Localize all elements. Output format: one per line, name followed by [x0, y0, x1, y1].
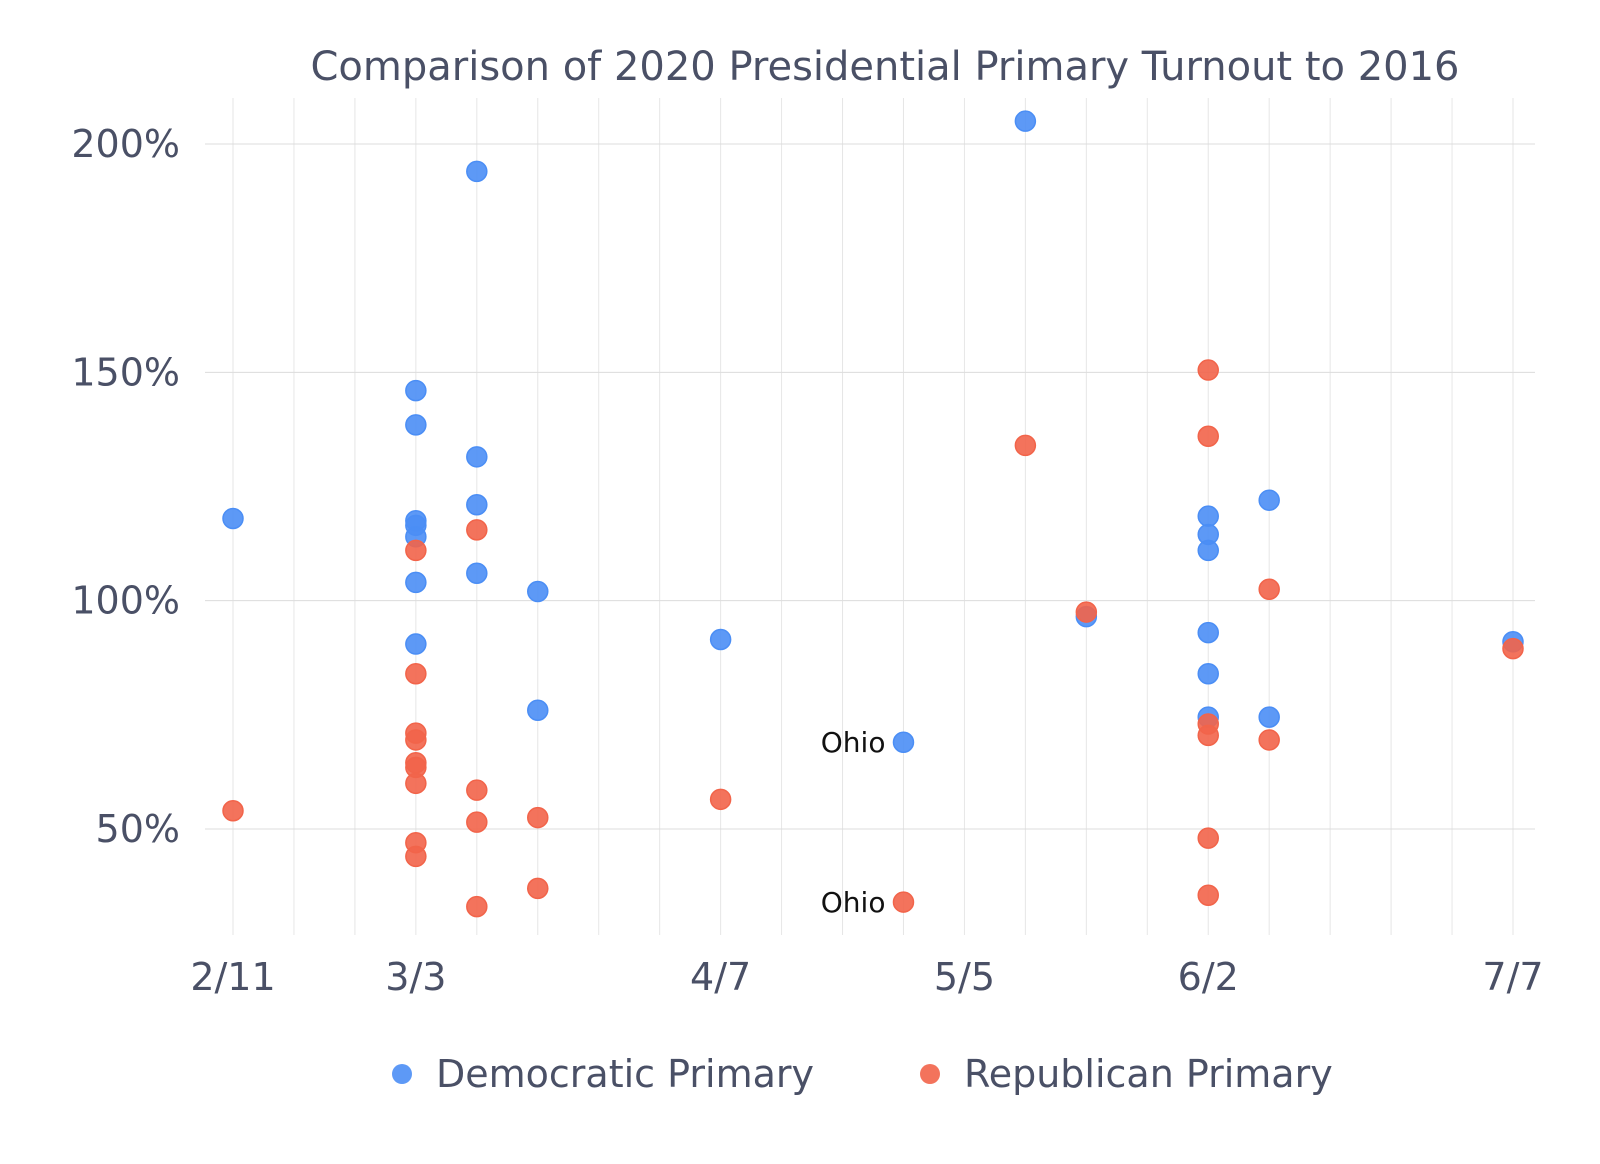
- x-axis-ticks: 2/11 3/3 4/7 5/5 6/2 7/7: [190, 955, 1543, 999]
- legend-label: Republican Primary: [964, 1052, 1333, 1096]
- data-point: [405, 845, 427, 868]
- data-point: [466, 160, 488, 183]
- data-point: [1075, 601, 1098, 623]
- data-point: [527, 699, 549, 722]
- data-point: [709, 788, 732, 811]
- data-point: [405, 539, 427, 562]
- y-tick-label: 150%: [71, 350, 180, 394]
- data-point: [1197, 827, 1219, 849]
- data-point: [1197, 425, 1219, 448]
- data-point: [1197, 724, 1219, 747]
- series-republican: [222, 359, 1524, 918]
- y-tick-label: 100%: [71, 579, 180, 623]
- data-point: [1258, 729, 1280, 751]
- data-point: [466, 562, 488, 585]
- data-point: [466, 494, 488, 516]
- data-point: [466, 811, 488, 833]
- data-point: [405, 571, 427, 594]
- data-point: [466, 519, 488, 541]
- x-tick-label: 4/7: [690, 955, 751, 999]
- chart-title: Comparison of 2020 Presidential Primary …: [310, 44, 1459, 90]
- data-point: [405, 414, 427, 436]
- data-point: [405, 379, 427, 402]
- data-point: [405, 729, 427, 751]
- data-point: [405, 633, 427, 655]
- annotation-label: Ohio: [821, 886, 886, 919]
- legend-label: Democratic Primary: [436, 1052, 814, 1096]
- data-point: [1197, 884, 1219, 906]
- series-democratic: [222, 110, 1524, 753]
- data-point: [1014, 434, 1037, 457]
- y-axis-ticks: 50% 100% 150% 200%: [71, 122, 180, 851]
- data-point: [892, 731, 915, 753]
- legend-marker: [920, 1064, 940, 1084]
- data-point: [405, 772, 427, 795]
- y-tick-label: 200%: [71, 122, 180, 166]
- x-tick-label: 3/3: [385, 955, 446, 999]
- legend-marker: [392, 1064, 412, 1084]
- data-point: [527, 806, 549, 829]
- data-point: [222, 507, 244, 530]
- data-point: [1014, 110, 1037, 132]
- data-point: [527, 580, 549, 603]
- data-point: [1197, 539, 1219, 562]
- data-point: [892, 891, 915, 913]
- legend-item: Democratic Primary: [392, 1052, 814, 1096]
- data-point: [1197, 621, 1219, 644]
- annotation-label: Ohio: [821, 726, 886, 759]
- data-point: [222, 799, 244, 822]
- grid: [205, 98, 1535, 935]
- legend-item: Republican Primary: [920, 1052, 1333, 1096]
- data-point: [1258, 706, 1280, 728]
- data-point: [1258, 578, 1280, 600]
- x-tick-label: 2/11: [190, 955, 275, 999]
- x-tick-label: 7/7: [1482, 955, 1543, 999]
- y-tick-label: 50%: [96, 807, 180, 851]
- data-points: [222, 110, 1524, 918]
- data-point: [1197, 662, 1219, 685]
- data-point: [1502, 637, 1524, 660]
- x-tick-label: 5/5: [934, 955, 995, 999]
- data-point: [527, 877, 549, 900]
- data-point: [1258, 489, 1280, 511]
- data-point: [1197, 505, 1219, 527]
- data-point: [466, 895, 488, 918]
- x-tick-label: 6/2: [1178, 955, 1239, 999]
- data-point: [405, 662, 427, 685]
- data-point: [1197, 359, 1219, 381]
- data-point: [466, 446, 488, 468]
- data-point: [709, 628, 732, 651]
- annotations: Ohio Ohio: [821, 726, 886, 919]
- data-point: [466, 779, 488, 801]
- legend: Democratic Primary Republican Primary: [392, 1052, 1333, 1096]
